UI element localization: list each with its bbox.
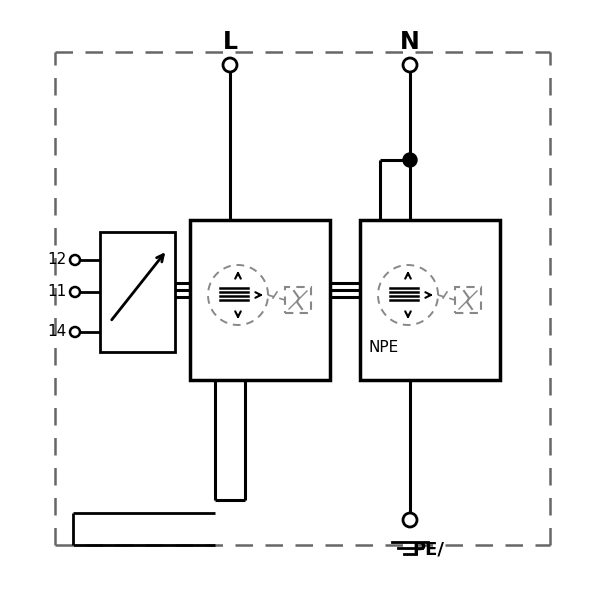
Circle shape — [403, 513, 417, 527]
Text: N: N — [400, 30, 420, 54]
Text: 11: 11 — [48, 284, 67, 299]
Bar — [360, 220, 500, 380]
Bar — [455, 287, 481, 313]
Text: 12: 12 — [48, 253, 67, 268]
Bar — [190, 220, 330, 380]
Bar — [100, 232, 175, 352]
Text: L: L — [223, 30, 238, 54]
Circle shape — [70, 255, 80, 265]
Text: PE/: PE/ — [412, 541, 444, 559]
Circle shape — [70, 287, 80, 297]
Circle shape — [403, 58, 417, 72]
Text: NPE: NPE — [368, 340, 398, 355]
Text: 14: 14 — [48, 325, 67, 340]
Bar — [285, 287, 311, 313]
Circle shape — [223, 58, 237, 72]
Circle shape — [70, 327, 80, 337]
Circle shape — [403, 153, 417, 167]
